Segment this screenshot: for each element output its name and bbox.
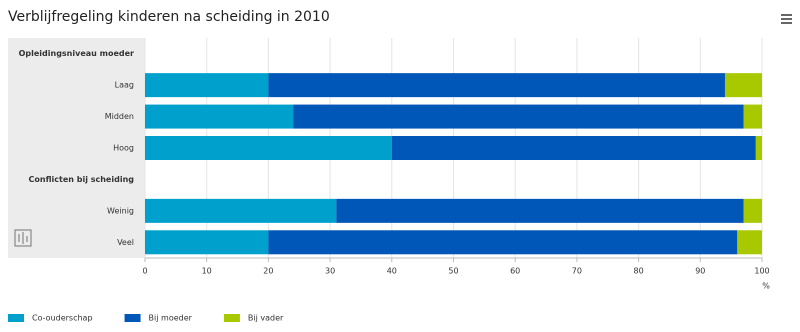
x-tick-label: 50 — [448, 267, 458, 276]
x-tick-label: 60 — [510, 267, 520, 276]
bar-segment — [293, 104, 744, 129]
bar-segment — [268, 230, 738, 255]
legend-label: Co-ouderschap — [32, 314, 93, 323]
legend-label: Bij vader — [248, 314, 284, 323]
x-tick-label: 40 — [387, 267, 397, 276]
legend-label: Bij moeder — [149, 314, 193, 323]
bar-segment — [145, 136, 392, 160]
legend-swatch — [124, 314, 141, 322]
group-label: Opleidingsniveau moeder — [19, 49, 134, 58]
y-tick-label: Laag — [115, 81, 134, 90]
y-tick-label: Weinig — [107, 206, 134, 215]
bar-segment — [743, 104, 762, 129]
bar-segment — [268, 73, 725, 98]
x-tick-label: 100 — [754, 267, 769, 276]
logo-mark — [18, 232, 28, 244]
bar-segment — [336, 198, 744, 223]
group-label: Conflicten bij scheiding — [29, 175, 135, 184]
y-tick-label: Veel — [117, 238, 134, 247]
x-tick-label: 20 — [263, 267, 273, 276]
x-tick-label: 80 — [634, 267, 644, 276]
x-tick-label: 10 — [202, 267, 212, 276]
bar-segment — [737, 230, 762, 255]
bar-segment — [743, 198, 762, 223]
menu-line — [781, 22, 792, 24]
bar-segment — [391, 136, 756, 160]
bar-segment — [724, 73, 762, 98]
bar-segment — [145, 73, 269, 98]
legend-swatch — [8, 314, 24, 322]
menu-line — [781, 14, 792, 16]
bar-segment — [145, 198, 337, 223]
label-panel — [8, 38, 145, 258]
x-tick-label: 90 — [695, 267, 705, 276]
logo-frame — [14, 229, 32, 247]
x-tick-label: 70 — [572, 267, 582, 276]
y-tick-label: Hoog — [113, 144, 134, 153]
chart-title: Verblijfregeling kinderen na scheiding i… — [8, 9, 330, 25]
x-axis-label: % — [762, 282, 770, 291]
bar-segment — [145, 230, 269, 255]
x-tick-label: 30 — [325, 267, 335, 276]
menu-button[interactable] — [781, 14, 792, 24]
legend-swatch — [223, 314, 240, 322]
bar-segment — [145, 104, 294, 129]
y-tick-label: Midden — [105, 112, 134, 121]
logo — [14, 229, 32, 247]
bar-segment — [755, 136, 762, 160]
menu-line — [781, 18, 792, 20]
x-tick-label: 0 — [142, 267, 147, 276]
